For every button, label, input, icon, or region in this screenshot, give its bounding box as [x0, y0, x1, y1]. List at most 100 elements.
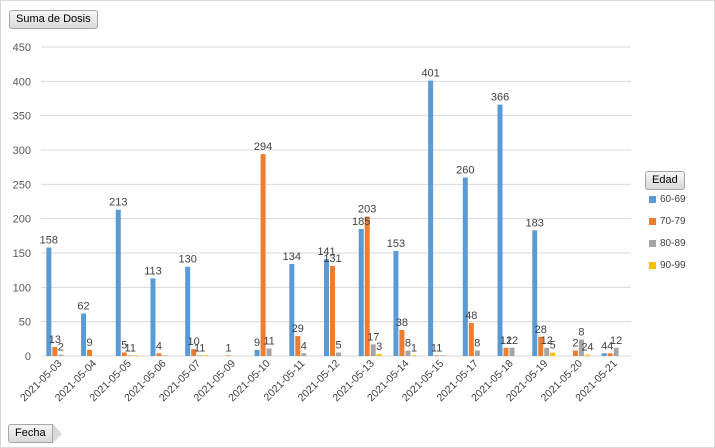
data-label: 294 [254, 141, 272, 153]
y-tick-label: 400 [13, 76, 31, 88]
data-label: 183 [526, 217, 544, 229]
bar-90-99 [133, 355, 139, 356]
bar-60-69 [185, 266, 191, 356]
bar-70-79 [468, 323, 474, 356]
bar-80-89 [336, 352, 341, 356]
data-label: 260 [456, 164, 474, 176]
bar-80-89 [578, 339, 584, 356]
bar-80-89 [544, 347, 550, 356]
data-label: 11 [194, 342, 205, 354]
bar-70-79 [538, 336, 544, 356]
bar-70-79 [156, 353, 162, 356]
values-field-button[interactable]: Suma de Dosis [9, 10, 98, 29]
legend-item: 60-69 [649, 194, 686, 208]
data-label: 213 [109, 197, 127, 209]
data-label: 134 [283, 251, 301, 263]
data-label: 10 [188, 336, 200, 348]
data-label: 12 [541, 335, 553, 347]
bar-60-69 [393, 250, 399, 356]
data-label: 9 [86, 337, 92, 349]
y-tick-label: 200 [13, 214, 31, 226]
y-tick-label: 450 [13, 42, 31, 54]
legend-label: 90-99 [660, 260, 686, 271]
data-label: 8 [578, 327, 584, 339]
y-tick-label: 0 [25, 351, 31, 363]
legend-item: 80-89 [649, 238, 686, 252]
legend-item: 90-99 [649, 260, 686, 274]
data-label: 38 [396, 317, 408, 329]
bar-80-89 [370, 344, 376, 356]
data-label: 12 [610, 335, 622, 347]
bar-60-69 [428, 80, 434, 356]
data-label: 12 [500, 335, 512, 347]
data-label: 4 [607, 340, 613, 352]
data-label: 4 [601, 340, 607, 352]
legend-item: 70-79 [649, 216, 686, 230]
bar-70-79 [52, 347, 58, 356]
bar-90-99 [411, 355, 417, 356]
bar-80-89 [127, 355, 133, 356]
bar-80-89 [58, 354, 64, 356]
data-label: 3 [376, 341, 382, 353]
y-tick-label: 250 [13, 179, 31, 191]
data-label: 4 [301, 340, 307, 352]
data-label: 185 [352, 216, 370, 228]
bar-60-69 [497, 104, 503, 357]
data-label: 28 [535, 324, 547, 336]
bar-70-79 [295, 336, 301, 356]
bar-80-89 [162, 355, 168, 356]
data-label: 4 [156, 340, 162, 352]
bar-70-79 [503, 347, 509, 356]
axis-field-button[interactable]: Fecha [8, 424, 62, 443]
data-label: 158 [40, 235, 58, 247]
legend-label: 80-89 [660, 238, 686, 249]
bar-60-69 [115, 209, 121, 356]
data-label: 11 [431, 342, 442, 354]
data-label: 153 [387, 238, 405, 250]
y-tick-label: 150 [13, 248, 31, 260]
data-label: 13 [49, 334, 61, 346]
bar-90-99 [584, 354, 590, 356]
y-tick-label: 50 [19, 317, 31, 329]
data-label: 5 [550, 340, 556, 352]
bar-80-89 [613, 347, 619, 356]
bar-60-69 [46, 247, 52, 356]
bar-90-99 [550, 352, 556, 356]
legend-swatch [649, 262, 656, 269]
y-tick-label: 300 [13, 145, 31, 157]
legend-swatch [649, 218, 656, 225]
bar-60-69 [324, 259, 329, 356]
bar-60-69 [289, 263, 295, 356]
bar-80-89 [266, 348, 272, 356]
data-label: 141 [317, 246, 335, 258]
bar-70-79 [330, 266, 335, 356]
data-label: 11 [125, 342, 136, 354]
bar-60-69 [601, 353, 607, 356]
data-label: 131 [323, 253, 341, 265]
legend-field-button[interactable]: Edad [645, 171, 685, 190]
bar-60-69 [462, 177, 468, 356]
data-label: 130 [178, 254, 196, 266]
data-label: 24 [581, 342, 593, 354]
bar-70-79 [121, 352, 127, 356]
bar-70-79 [364, 216, 370, 356]
bar-60-69 [532, 230, 538, 356]
data-label: 2 [572, 338, 578, 350]
bar-80-89 [301, 353, 307, 356]
bar-60-69 [358, 228, 364, 356]
data-label: 366 [491, 92, 509, 104]
y-tick-label: 100 [13, 282, 31, 294]
data-label: 203 [358, 204, 376, 216]
data-label: 48 [465, 310, 477, 322]
bar-80-89 [405, 350, 411, 356]
bar-60-69 [150, 278, 156, 356]
bar-70-79 [87, 349, 93, 356]
legend-swatch [649, 240, 656, 247]
bar-70-79 [225, 355, 231, 356]
data-label: 401 [421, 68, 439, 80]
bar-80-89 [509, 347, 515, 356]
data-label: 8 [405, 338, 411, 350]
data-label: 12 [506, 335, 518, 347]
data-label: 5 [335, 340, 341, 352]
